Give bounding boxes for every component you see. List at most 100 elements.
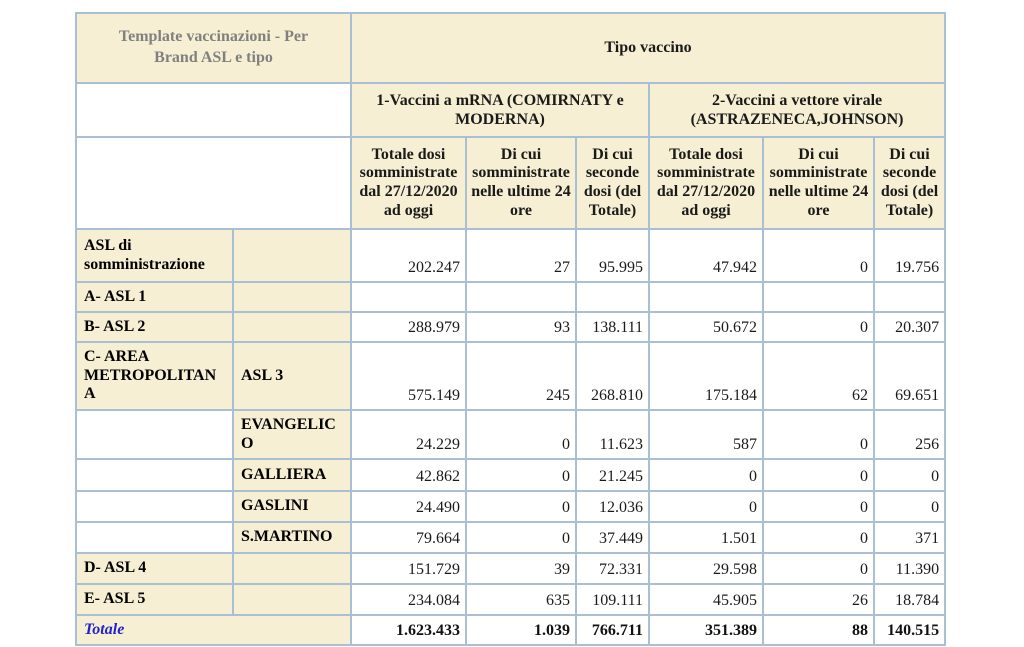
row-label: A- ASL 1: [75, 281, 234, 313]
total-label: Totale: [75, 614, 352, 646]
table-row: S.MARTINO 79.664 0 37.449 1.501 0 371: [75, 521, 947, 554]
value-cell: 27: [465, 228, 577, 283]
vaccine-group-viral-vector-header: 2-Vaccini a vettore virale (ASTRAZENECA,…: [647, 82, 947, 138]
value-cell: 575.149: [350, 341, 467, 411]
value-cell: [575, 281, 650, 313]
value-cell: 0: [762, 521, 875, 554]
column-header: Totale dosi somministrate dal 27/12/2020…: [350, 136, 467, 230]
row-label: D- ASL 4: [75, 552, 234, 585]
value-cell: 62: [762, 341, 875, 411]
column-header: Totale dosi somministrate dal 27/12/2020…: [648, 136, 764, 230]
row-sublabel: GASLINI: [232, 490, 352, 523]
value-cell: 12.036: [575, 490, 650, 523]
value-cell: 72.331: [575, 552, 650, 585]
value-cell: 256: [872, 409, 947, 460]
value-cell: 0: [762, 228, 875, 283]
value-cell: [465, 281, 577, 313]
vaccine-group-mrna-header: 1-Vaccini a mRNA (COMIRNATY e MODERNA): [350, 82, 650, 138]
value-cell: 11.623: [575, 409, 650, 460]
value-cell: 95.995: [575, 228, 650, 283]
value-cell: 21.245: [575, 458, 650, 492]
table-header-row-3: Totale dosi somministrate dal 27/12/2020…: [75, 136, 947, 230]
value-cell: 587: [648, 409, 764, 460]
column-header: Di cui somministrate nelle ultime 24 ore: [762, 136, 875, 230]
row-label: ASL di somministrazione: [75, 228, 234, 283]
total-value-cell: 766.711: [575, 614, 650, 646]
total-row: Totale 1.623.433 1.039 766.711 351.389 8…: [75, 614, 947, 646]
value-cell: 0: [762, 490, 875, 523]
value-cell: 371: [872, 521, 947, 554]
value-cell: 0: [465, 409, 577, 460]
value-cell: 24.490: [350, 490, 467, 523]
value-cell: 24.229: [350, 409, 467, 460]
vaccination-table: Template vaccinazioni - Per Brand ASL e …: [75, 12, 947, 646]
value-cell: [648, 281, 764, 313]
value-cell: 635: [465, 583, 577, 616]
value-cell: 0: [648, 458, 764, 492]
value-cell: 11.390: [872, 552, 947, 585]
value-cell: 79.664: [350, 521, 467, 554]
value-cell: 288.979: [350, 311, 467, 343]
table-row: E- ASL 5 234.084 635 109.111 45.905 26 1…: [75, 583, 947, 616]
value-cell: 245: [465, 341, 577, 411]
row-label: E- ASL 5: [75, 583, 234, 616]
value-cell: [350, 281, 467, 313]
row-sublabel: [232, 228, 352, 283]
value-cell: 93: [465, 311, 577, 343]
value-cell: 175.184: [648, 341, 764, 411]
table-header-row-2: 1-Vaccini a mRNA (COMIRNATY e MODERNA) 2…: [75, 82, 947, 138]
row-sublabel: [232, 552, 352, 585]
value-cell: 1.501: [648, 521, 764, 554]
table-row: A- ASL 1: [75, 281, 947, 313]
column-header: Di cui seconde dosi (del Totale): [872, 136, 947, 230]
value-cell: 0: [762, 409, 875, 460]
value-cell: 26: [762, 583, 875, 616]
value-cell: 151.729: [350, 552, 467, 585]
empty-header-cell: [75, 136, 352, 230]
table-row: GASLINI 24.490 0 12.036 0 0 0: [75, 490, 947, 523]
table-header-row-1: Template vaccinazioni - Per Brand ASL e …: [75, 12, 947, 84]
total-value-cell: 351.389: [648, 614, 764, 646]
row-sublabel: [232, 583, 352, 616]
row-sublabel: ASL 3: [232, 341, 352, 411]
value-cell: 0: [762, 552, 875, 585]
total-value-cell: 140.515: [872, 614, 947, 646]
value-cell: 109.111: [575, 583, 650, 616]
value-cell: 29.598: [648, 552, 764, 585]
total-value-cell: 1.039: [465, 614, 577, 646]
value-cell: 18.784: [872, 583, 947, 616]
row-label: [75, 409, 234, 460]
value-cell: 42.862: [350, 458, 467, 492]
tipo-vaccino-header: Tipo vaccino: [349, 12, 947, 84]
value-cell: 202.247: [350, 228, 467, 283]
row-label: [75, 490, 234, 523]
value-cell: 47.942: [648, 228, 764, 283]
value-cell: 0: [648, 490, 764, 523]
column-header: Di cui somministrate nelle ultime 24 ore: [465, 136, 577, 230]
value-cell: 0: [762, 458, 875, 492]
value-cell: 138.111: [575, 311, 650, 343]
value-cell: 268.810: [575, 341, 650, 411]
row-label: [75, 458, 234, 492]
table-row: GALLIERA 42.862 0 21.245 0 0 0: [75, 458, 947, 492]
page-title: Template vaccinazioni - Per Brand ASL e …: [75, 12, 352, 84]
value-cell: 0: [762, 311, 875, 343]
row-sublabel: S.MARTINO: [232, 521, 352, 554]
value-cell: 50.672: [648, 311, 764, 343]
value-cell: 234.084: [350, 583, 467, 616]
table-row: C- AREA METROPOLITANA ASL 3 575.149 245 …: [75, 341, 947, 411]
table-row: ASL di somministrazione 202.247 27 95.99…: [75, 228, 947, 283]
value-cell: 0: [872, 458, 947, 492]
value-cell: 45.905: [648, 583, 764, 616]
row-sublabel: [232, 281, 352, 313]
row-sublabel: GALLIERA: [232, 458, 352, 492]
total-value-cell: 88: [762, 614, 875, 646]
value-cell: 69.651: [872, 341, 947, 411]
row-label: C- AREA METROPOLITANA: [75, 341, 234, 411]
value-cell: 0: [465, 458, 577, 492]
value-cell: 39: [465, 552, 577, 585]
row-label: [75, 521, 234, 554]
value-cell: 0: [465, 490, 577, 523]
empty-header-cell: [75, 82, 352, 138]
